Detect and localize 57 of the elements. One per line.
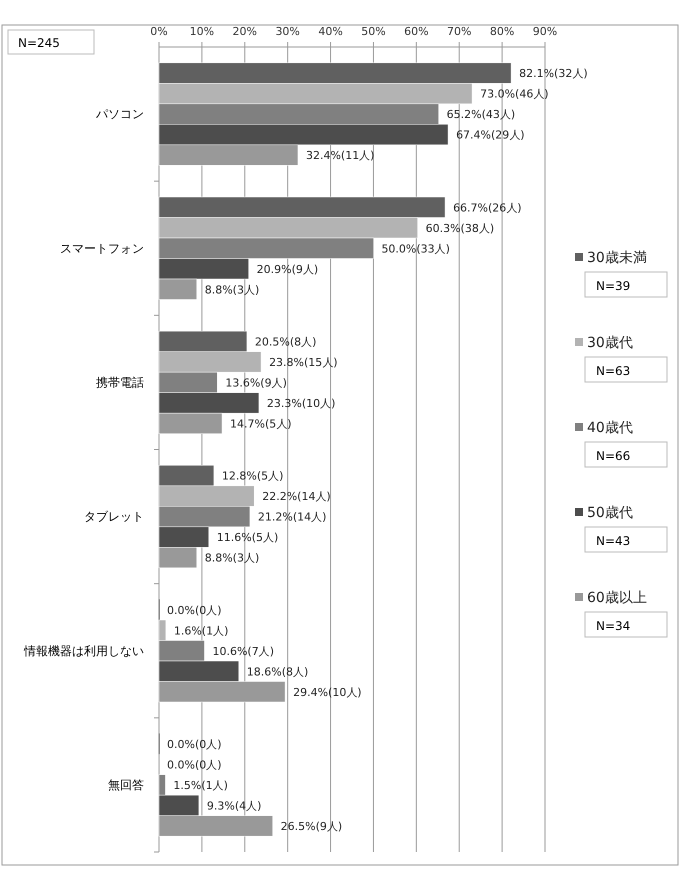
data-label: 8.8%(3人) — [204, 283, 260, 296]
data-label: 32.4%(11人) — [306, 149, 374, 162]
text: N=66 — [596, 449, 630, 463]
data-label: 22.2%(14人) — [262, 490, 331, 504]
y-tick-label: スマートフォン — [60, 241, 144, 256]
y-tick-label: 情報機器は利用しない — [23, 644, 144, 658]
text: N=43 — [596, 534, 630, 548]
y-tick-label: 無回答 — [108, 778, 144, 792]
legend-label: 50歳代 — [587, 505, 633, 521]
data-label: 18.6%(8人) — [246, 665, 308, 678]
data-label: 1.5%(1人) — [173, 778, 228, 792]
data-label: 23.8%(15人) — [269, 356, 338, 369]
x-tick-label: 70% — [446, 25, 472, 38]
x-tick-label: 80% — [490, 25, 514, 38]
data-label: 8.8%(3人) — [204, 552, 260, 565]
data-label: 14.7%(5人) — [230, 417, 292, 430]
y-tick-label: タブレット — [84, 510, 144, 524]
data-label: 0.0%(0人) — [167, 738, 222, 751]
x-tick-label: 20% — [232, 25, 258, 38]
y-tick-label: パソコン — [95, 107, 144, 122]
x-tick-label: 50% — [361, 25, 386, 38]
data-label: 11.6%(5人) — [216, 531, 278, 544]
text: N=39 — [596, 279, 630, 293]
data-label: 29.4%(10人) — [293, 686, 362, 699]
x-tick-label: 30% — [275, 25, 300, 38]
x-tick-label: 40% — [318, 25, 343, 38]
data-label: 26.5%(9人) — [280, 820, 342, 833]
text: N=63 — [596, 364, 630, 378]
data-label: 66.7%(26人) — [453, 201, 522, 214]
data-label: 82.1%(32人) — [519, 67, 588, 80]
data-label: 13.6%(9人) — [225, 376, 287, 390]
data-label: 0.0%(0人) — [167, 758, 222, 772]
data-label: 0.0%(0人) — [167, 604, 222, 617]
data-label: 20.9%(9人) — [256, 262, 318, 276]
data-label: 12.8%(5人) — [222, 470, 284, 483]
text: N=34 — [596, 619, 630, 633]
legend-label: 30歳代 — [587, 335, 633, 351]
x-tick-label: 60% — [404, 25, 429, 38]
data-label: 65.2%(43人) — [446, 108, 516, 122]
data-label: 50.0%(33人) — [381, 242, 450, 256]
data-label: 1.6%(1人) — [174, 624, 228, 638]
data-label: 23.3%(10人) — [266, 396, 336, 410]
data-label: 21.2%(14人) — [258, 510, 326, 524]
data-label: 60.3%(38人) — [426, 222, 494, 235]
text: N=245 — [18, 36, 60, 50]
y-tick-label: 携帯電話 — [96, 375, 144, 390]
data-label: 10.6%(7人) — [212, 644, 274, 658]
data-label: 20.5%(8人) — [254, 335, 316, 348]
data-label: 73.0%(46人) — [480, 88, 549, 101]
x-tick-label: 90% — [532, 25, 558, 38]
legend-label: 60歳以上 — [587, 590, 647, 606]
x-tick-label: 0% — [150, 25, 168, 38]
legend-label: 30歳未満 — [587, 250, 647, 266]
data-label: 9.3%(4人) — [206, 799, 262, 812]
legend-label: 40歳代 — [587, 420, 633, 436]
data-label: 67.4%(29人) — [456, 128, 525, 142]
x-tick-label: 10% — [190, 25, 214, 38]
